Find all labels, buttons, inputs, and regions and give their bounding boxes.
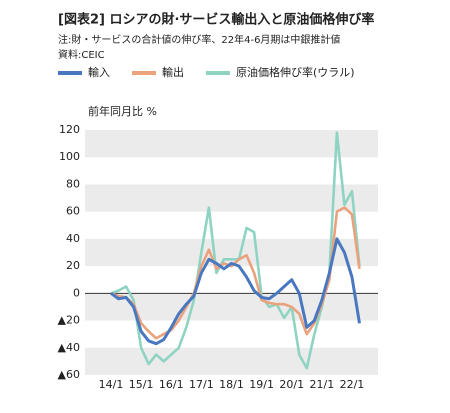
- y-tick-label: 120: [59, 123, 80, 136]
- grid-band: [85, 347, 378, 375]
- y-tick-label: ▲40: [58, 341, 80, 354]
- line-series: [110, 131, 361, 370]
- line-series: [110, 237, 361, 346]
- y-tick-label: 40: [66, 232, 80, 245]
- y-tick-label: 20: [66, 259, 80, 272]
- y-tick-label: 80: [66, 177, 80, 190]
- y-tick-label: ▲20: [58, 314, 80, 327]
- y-tick-label: ▲60: [58, 368, 80, 381]
- subtitle: 注:財・サービスの合計値の伸び率、22年4-6月期は中銀推計値: [58, 33, 340, 46]
- grid-band: [85, 184, 378, 212]
- x-tick-label: 21/1: [309, 378, 334, 391]
- grid-band: [85, 293, 378, 321]
- legend-label: 輸出: [162, 65, 184, 79]
- x-tick-label: 14/1: [99, 378, 124, 391]
- source: 資料:CEIC: [58, 48, 105, 61]
- legend: 輸入 輸出 原油価格伸び率(ウラル): [58, 65, 355, 79]
- grid-band: [85, 130, 378, 158]
- legend-label: 輸入: [88, 65, 110, 79]
- x-tick-label: 15/1: [129, 378, 154, 391]
- x-tick-label: 22/1: [340, 378, 365, 391]
- x-tick-label: 16/1: [159, 378, 184, 391]
- y-tick-label: 0: [73, 286, 80, 299]
- chart-title: [図表2] ロシアの財·サービス輸出入と原油価格伸び率: [58, 12, 374, 28]
- legend-label: 原油価格伸び率(ウラル): [236, 65, 355, 79]
- y-tick-label: 100: [59, 150, 80, 163]
- x-tick-label: 17/1: [189, 378, 214, 391]
- x-tick-label: 20/1: [279, 378, 304, 391]
- y-axis-label: 前年同月比 %: [88, 104, 157, 118]
- x-tick-label: 19/1: [249, 378, 274, 391]
- x-tick-label: 18/1: [219, 378, 244, 391]
- y-tick-label: 60: [66, 205, 80, 218]
